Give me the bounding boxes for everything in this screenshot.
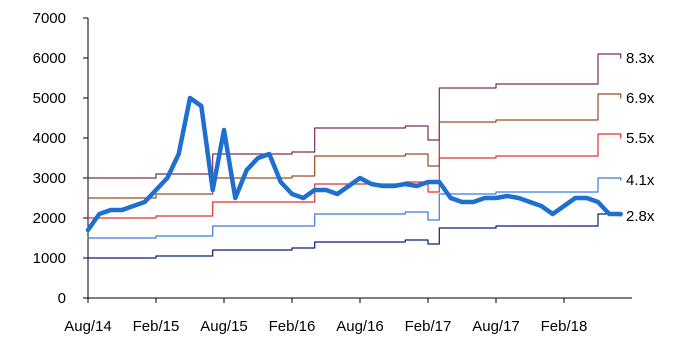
y-tick-label: 0 xyxy=(58,290,66,307)
series-label-6-9x: 6.9x xyxy=(626,90,655,107)
series-label-2-8x: 2.8x xyxy=(626,208,655,225)
x-tick-label: Aug/16 xyxy=(336,318,384,335)
x-tick-label: Feb/18 xyxy=(541,318,588,335)
x-tick-label: Feb/16 xyxy=(269,318,316,335)
series-line-2-8x xyxy=(87,213,622,259)
y-tick-label: 7000 xyxy=(33,10,66,27)
series-line-index xyxy=(85,95,623,233)
series-labels: 8.3x 6.9x 5.5x 4.1x 2.8x xyxy=(626,50,655,225)
series-line-8-3x xyxy=(87,53,622,179)
series-label-4-1x: 4.1x xyxy=(626,172,655,189)
x-tick-label: Aug/15 xyxy=(200,318,248,335)
x-tick-label: Feb/15 xyxy=(133,318,180,335)
series-line-6-9x xyxy=(87,93,622,199)
series-label-8-3x: 8.3x xyxy=(626,50,655,67)
y-tick-label: 6000 xyxy=(33,50,66,67)
y-tick-label: 2000 xyxy=(33,210,66,227)
series-label-5-5x: 5.5x xyxy=(626,130,655,147)
y-tick-label: 1000 xyxy=(33,250,66,267)
x-axis: Aug/14 Feb/15 Aug/15 Feb/16 Aug/16 Feb/17 Aug/… xyxy=(64,297,632,335)
series-line-4-1x xyxy=(87,177,622,239)
x-tick-label: Feb/17 xyxy=(405,318,452,335)
x-tick-label: Aug/14 xyxy=(64,318,112,335)
series-lines xyxy=(85,53,623,259)
y-axis: 0 1000 2000 3000 4000 5000 6000 7000 xyxy=(33,10,89,307)
y-tick-label: 3000 xyxy=(33,170,66,187)
y-tick-label: 4000 xyxy=(33,130,66,147)
y-tick-label: 5000 xyxy=(33,90,66,107)
x-tick-label: Aug/17 xyxy=(472,318,520,335)
